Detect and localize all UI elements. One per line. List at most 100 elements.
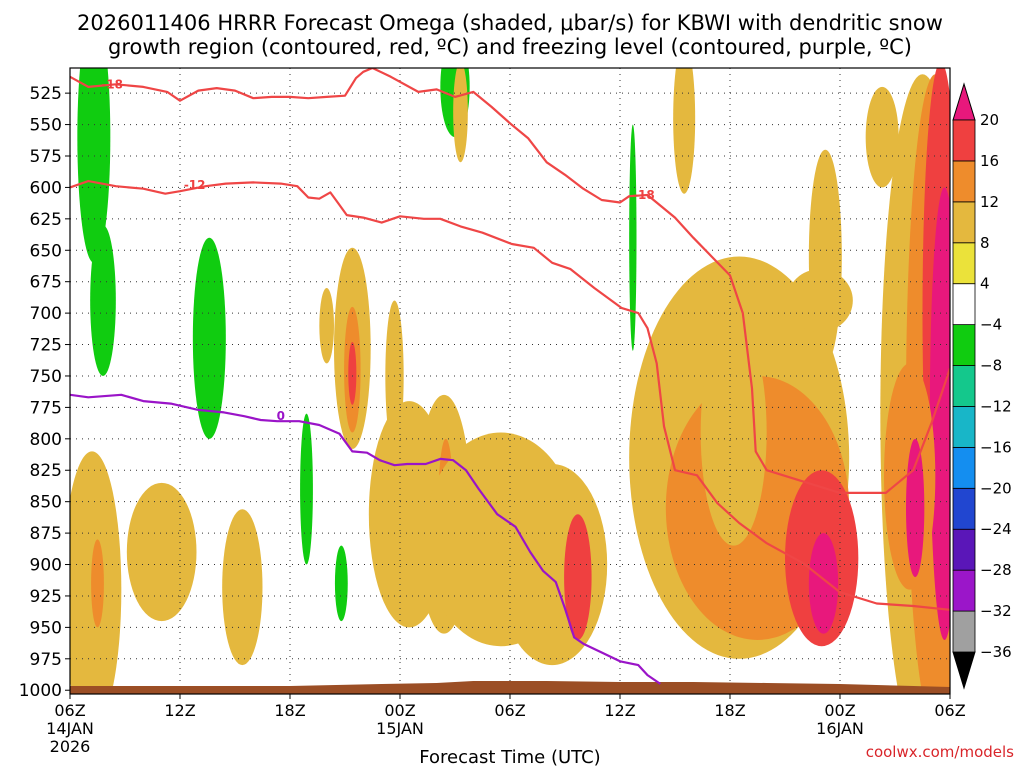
omega-field-16 — [508, 193, 556, 358]
y-tick-label-800: 800 — [30, 430, 62, 450]
red-contour-label-0: -18 — [101, 77, 123, 91]
omega-field-18 — [629, 124, 637, 351]
omega-field-10 — [360, 68, 374, 282]
x-tick-label-1: 12Z — [164, 701, 195, 720]
credit-text: coolwx.com/models — [866, 743, 1014, 761]
colorbar-bottom-arrow — [952, 651, 976, 690]
chart-title-line1: 2026011406 HRRR Forecast Omega (shaded, … — [77, 11, 943, 35]
y-tick-label-775: 775 — [30, 398, 62, 418]
colorbar-label-8: −16 — [980, 438, 1012, 456]
omega-field-27 — [348, 342, 357, 405]
contour-labels: -18 -18 -12 0 — [101, 77, 655, 423]
colorbar-label-3: 8 — [980, 234, 990, 252]
x-axis-title: Forecast Time (UTC) — [419, 747, 600, 768]
grid-lines — [70, 68, 950, 694]
omega-shading — [70, 68, 950, 694]
y-tick-label-575: 575 — [30, 147, 62, 167]
colorbar-box-7 — [952, 324, 976, 366]
purple-contour-label-0: 0 — [277, 409, 285, 423]
colorbar-box-11 — [952, 160, 976, 203]
y-tick-label-600: 600 — [30, 178, 62, 198]
omega-field-51 — [700, 319, 767, 546]
omega-field-22 — [126, 482, 197, 622]
colorbar-label-7: −12 — [980, 397, 1012, 415]
omega-field-38 — [808, 533, 839, 634]
omega-field-1 — [77, 68, 111, 263]
colorbar-label-12: −32 — [980, 602, 1012, 620]
omega-field-24 — [319, 287, 334, 364]
red-contour-1 — [372, 68, 950, 494]
y-tick-label-875: 875 — [30, 524, 62, 544]
purple-contour-0 — [70, 393, 661, 685]
omega-field-2 — [90, 225, 116, 376]
omega-field-7 — [300, 413, 313, 565]
x-date-label-0: 14JAN — [46, 719, 94, 738]
colorbar-box-1 — [952, 569, 976, 612]
omega-field-21 — [91, 539, 104, 628]
y-tick-label-725: 725 — [30, 336, 62, 356]
chart-title-line2: growth region (contoured, red, ºC) and f… — [108, 35, 912, 59]
y-tick-label-825: 825 — [30, 461, 62, 481]
omega-field-34 — [564, 514, 592, 640]
terrain-ground — [70, 681, 950, 694]
y-tick-label-900: 900 — [30, 556, 62, 576]
x-tick-label-0: 06Z — [54, 701, 85, 720]
colorbar-label-2: 12 — [980, 193, 999, 211]
y-tick-label-525: 525 — [30, 84, 62, 104]
x-date-label-3: 15JAN — [376, 719, 424, 738]
x-year-label-0: 2026 — [50, 737, 91, 756]
omega-field-15 — [500, 68, 527, 163]
y-tick-label-925: 925 — [30, 587, 62, 607]
y-tick-label-850: 850 — [30, 493, 62, 513]
x-date-label-7: 16JAN — [816, 719, 864, 738]
omega-field-12 — [418, 68, 492, 326]
colorbar-box-0 — [952, 610, 976, 653]
colorbar-label-13: −36 — [980, 643, 1012, 661]
colorbar-box-8 — [952, 283, 976, 326]
x-tick-label-8: 06Z — [934, 701, 965, 720]
y-tick-label-1000: 1000 — [19, 681, 62, 701]
x-tick-label-2: 18Z — [274, 701, 305, 720]
colorbar-label-6: −8 — [980, 357, 1002, 375]
terrain-shape — [70, 681, 950, 694]
x-tick-label-5: 12Z — [604, 701, 635, 720]
axes: 525 550 575 600 625 650 675 700 725 750 775 800 825 8… — [19, 84, 966, 756]
red-contour-label-1: -18 — [633, 188, 655, 202]
x-tick-label-3: 00Z — [384, 701, 415, 720]
colorbar-label-9: −20 — [980, 479, 1012, 497]
omega-field-41 — [673, 68, 696, 194]
colorbar: 20 16 12 8 4 −4 −8 −12 −16 −20 −24 −28 −32 −36 — [952, 82, 1012, 690]
colorbar-box-10 — [952, 201, 976, 244]
colorbar-box-9 — [952, 242, 976, 285]
colorbar-label-4: 4 — [980, 275, 990, 293]
x-tick-label-6: 18Z — [714, 701, 745, 720]
omega-field-5 — [214, 143, 234, 244]
colorbar-box-12 — [952, 119, 976, 162]
y-tick-label-675: 675 — [30, 273, 62, 293]
omega-field-50 — [453, 68, 468, 163]
colorbar-box-2 — [952, 528, 976, 571]
omega-field-42 — [786, 269, 853, 332]
omega-field-39 — [865, 86, 899, 188]
x-tick-label-4: 06Z — [494, 701, 525, 720]
y-tick-label-550: 550 — [30, 116, 62, 136]
x-tick-label-7: 00Z — [824, 701, 855, 720]
omega-field-49 — [906, 438, 925, 578]
omega-field-9 — [334, 545, 348, 622]
y-tick-label-950: 950 — [30, 618, 62, 638]
colorbar-label-11: −28 — [980, 561, 1012, 579]
y-tick-label-750: 750 — [30, 367, 62, 387]
colorbar-label-1: 16 — [980, 152, 999, 170]
red-contour-2 — [70, 180, 950, 611]
red-contour-label-2: -12 — [184, 178, 206, 192]
omega-field-4 — [192, 237, 226, 439]
red-contour-0 — [70, 68, 373, 102]
y-tick-label-700: 700 — [30, 304, 62, 324]
colorbar-label-10: −24 — [980, 520, 1012, 538]
y-tick-label-625: 625 — [30, 210, 62, 230]
temperature-contours — [70, 68, 950, 685]
colorbar-box-6 — [952, 365, 976, 407]
omega-field-23 — [222, 509, 263, 666]
y-tick-label-650: 650 — [30, 241, 62, 261]
